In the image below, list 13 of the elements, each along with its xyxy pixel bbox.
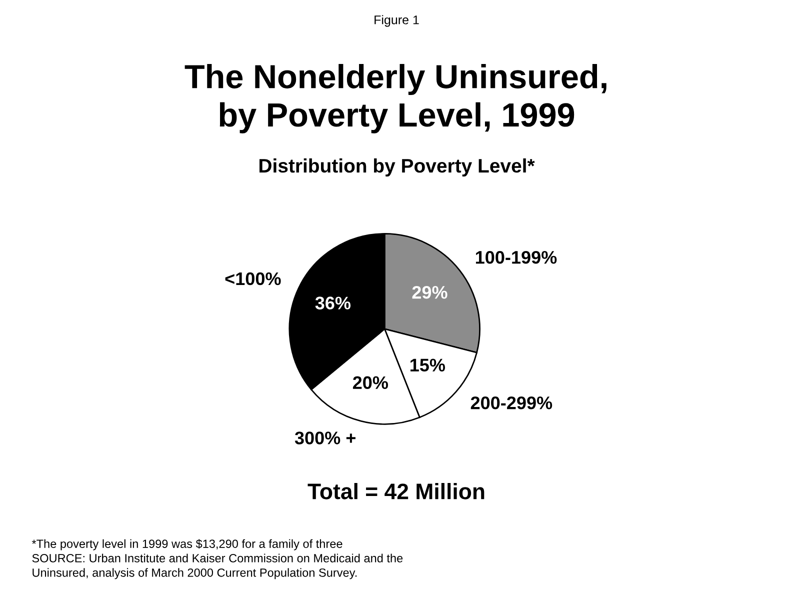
- text: Total = 42 Million: [308, 482, 484, 500]
- chart-subtitle: Distribution by Poverty Level*: [260, 158, 535, 177]
- slice-label: <100%: [225, 272, 281, 286]
- caption: Figure 1: [374, 15, 419, 27]
- text: *The poverty level in 1999 was $13,290 for a family of three SOURCE: Urban Institute and Kaiser Commission on Medicaid and the Uninsured, analysis of March 2000 Current Population Survey.: [32, 539, 403, 580]
- slice-label: 100-199%: [476, 250, 557, 264]
- data-label: 29%: [412, 286, 448, 299]
- data-label: 20%: [352, 376, 388, 390]
- data-label: 36%: [315, 296, 351, 310]
- data-label: 15%: [410, 358, 446, 372]
- slice-label: 200-299%: [470, 396, 552, 410]
- chart-title: The Nonelderly Uninsured, by Poverty Level, 1999: [184, 64, 606, 134]
- slice-label: 300% +: [294, 432, 356, 444]
